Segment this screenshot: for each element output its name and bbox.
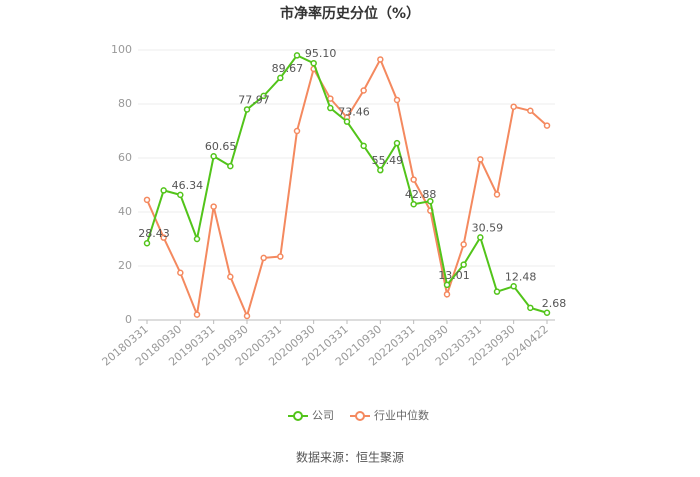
data-point [260, 92, 267, 100]
data-point [477, 156, 484, 163]
data-point [360, 87, 367, 94]
data-point [177, 269, 184, 276]
data-point [493, 191, 501, 198]
data-point [310, 59, 317, 67]
data-point [277, 253, 284, 260]
data-point [227, 273, 234, 281]
data-label: 42.88 [405, 188, 437, 201]
data-label: 77.97 [238, 93, 270, 106]
y-tick-label: 100 [111, 43, 132, 56]
chart-title: 市净率历史分位（%） [280, 5, 420, 22]
data-point [493, 288, 501, 295]
data-label: 46.34 [172, 179, 204, 192]
source: 数据来源：恒生聚源 [296, 450, 404, 465]
data-label: 55.49 [372, 154, 404, 167]
y-tick-label: 80 [118, 97, 132, 110]
data-label: 60.65 [205, 140, 237, 153]
data-point [527, 304, 534, 312]
data-point [143, 196, 151, 204]
data-point [210, 203, 217, 210]
y-tick-label: 0 [125, 313, 132, 326]
data-label: 12.48 [505, 270, 537, 283]
data-point [510, 103, 517, 110]
data-point [443, 281, 451, 289]
data-point [327, 104, 334, 112]
data-point [427, 197, 434, 205]
data-point [227, 162, 234, 170]
data-point [443, 291, 451, 298]
data-label: 89.67 [272, 62, 304, 75]
data-label: 2.68 [542, 297, 567, 310]
data-point [177, 191, 184, 199]
data-point [510, 283, 517, 290]
data-point [460, 261, 467, 268]
data-point [393, 139, 401, 147]
series-line [146, 54, 548, 314]
data-point [293, 52, 301, 59]
data-point [343, 118, 351, 125]
legend-marker [293, 411, 303, 421]
data-point [527, 107, 534, 114]
data-point [460, 241, 467, 248]
data-label: 13.01 [438, 269, 470, 282]
data-point [543, 122, 551, 129]
data-point [210, 152, 217, 160]
data-point [193, 311, 201, 318]
data-point [377, 56, 384, 63]
legend-label: 行业中位数 [374, 408, 429, 422]
data-point [160, 187, 167, 194]
y-tick-label: 20 [118, 259, 132, 272]
legend-label: 公司 [312, 409, 334, 422]
data-point [293, 127, 301, 135]
data-point [243, 312, 251, 320]
data-point [243, 106, 251, 113]
data-point [143, 239, 151, 247]
data-point [377, 166, 384, 174]
data-point [260, 254, 267, 262]
y-tick-label: 40 [118, 205, 132, 218]
data-point [277, 74, 284, 82]
data-point [160, 234, 167, 241]
data-label: 28.43 [138, 227, 170, 240]
data-point [410, 200, 417, 208]
data-point [193, 235, 201, 243]
legend-marker [355, 411, 365, 421]
data-label: 30.59 [472, 221, 504, 234]
data-label: 95.10 [305, 47, 337, 60]
data-label: 73.46 [338, 106, 370, 119]
data-point [360, 142, 367, 150]
data-point [393, 96, 401, 104]
data-point [477, 234, 484, 241]
data-point [410, 176, 417, 183]
data-point [543, 309, 551, 317]
data-point [327, 95, 334, 102]
y-tick-label: 60 [118, 151, 132, 164]
